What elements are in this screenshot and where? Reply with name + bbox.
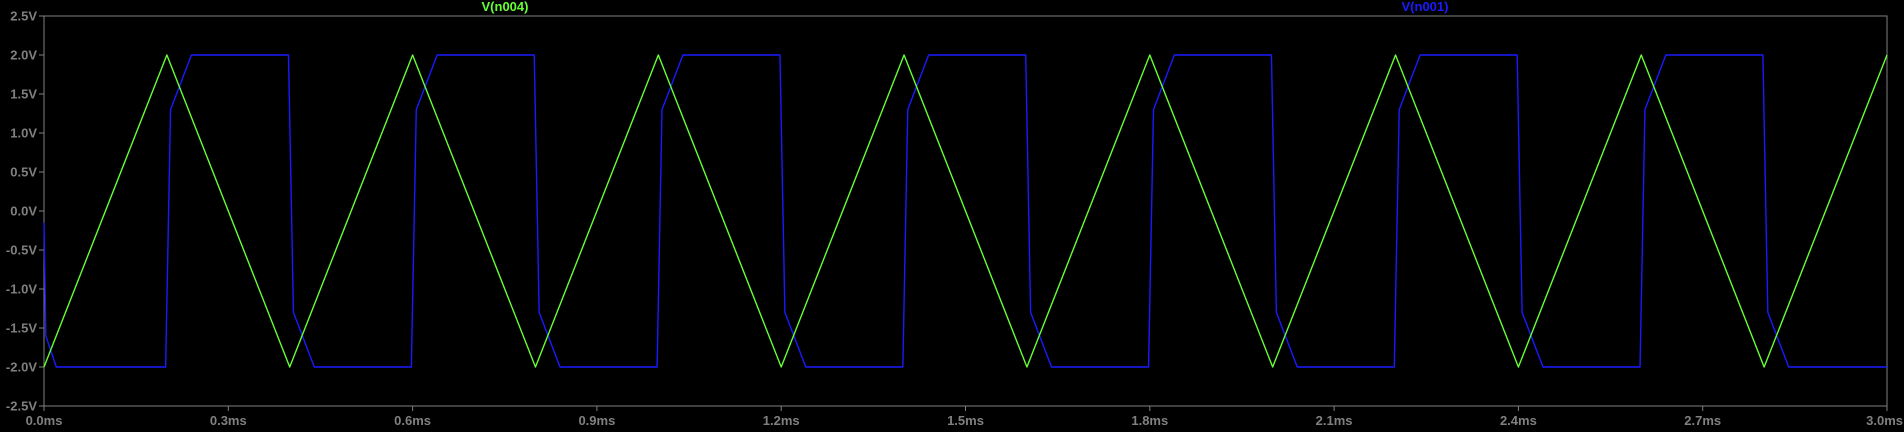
x-tick-label: 0.9ms xyxy=(578,413,615,428)
y-tick-label: 0.5V xyxy=(10,165,37,180)
y-tick-label: 1.5V xyxy=(10,87,37,102)
y-tick-label: -1.0V xyxy=(6,282,37,297)
y-tick-label: 2.5V xyxy=(10,9,37,24)
y-axis: 2.5V 2.0V 1.5V 1.0V 0.5V 0.0V -0.5V -1.0V -1.5V -… xyxy=(6,9,44,414)
trace-v-n001 xyxy=(43,54,1887,368)
x-tick-label: 2.7ms xyxy=(1684,413,1721,428)
y-tick-label: -1.5V xyxy=(6,321,37,336)
y-tick-label: -2.0V xyxy=(6,360,37,375)
trace-v-n004 xyxy=(43,54,1888,368)
y-tick-label: -2.5V xyxy=(6,399,37,414)
x-tick-label: 0.3ms xyxy=(210,413,247,428)
legend-entry-v-n004: V(n004) xyxy=(482,0,529,14)
y-tick-label: 2.0V xyxy=(10,48,37,63)
x-tick-label: 2.1ms xyxy=(1316,413,1353,428)
y-tick-label: -0.5V xyxy=(6,243,37,258)
x-tick-label: 0.6ms xyxy=(394,413,431,428)
x-tick-label: 0.0ms xyxy=(26,413,63,428)
y-tick-label: 1.0V xyxy=(10,126,37,141)
y-tick-label: 0.0V xyxy=(10,204,37,219)
x-tick-label: 1.2ms xyxy=(763,413,800,428)
legend-entry-v-n001: V(n001) xyxy=(1402,0,1449,14)
legend: V(n004) V(n001) xyxy=(482,0,1449,14)
x-tick-label: 3.0ms xyxy=(1866,413,1903,428)
x-tick-label: 1.8ms xyxy=(1131,413,1168,428)
traces xyxy=(43,54,1888,368)
x-tick-label: 1.5ms xyxy=(947,413,984,428)
x-axis: 0.0ms 0.3ms 0.6ms 0.9ms 1.2ms 1.5ms 1.8ms 2.1ms… xyxy=(26,406,1903,428)
x-tick-label: 2.4ms xyxy=(1500,413,1537,428)
